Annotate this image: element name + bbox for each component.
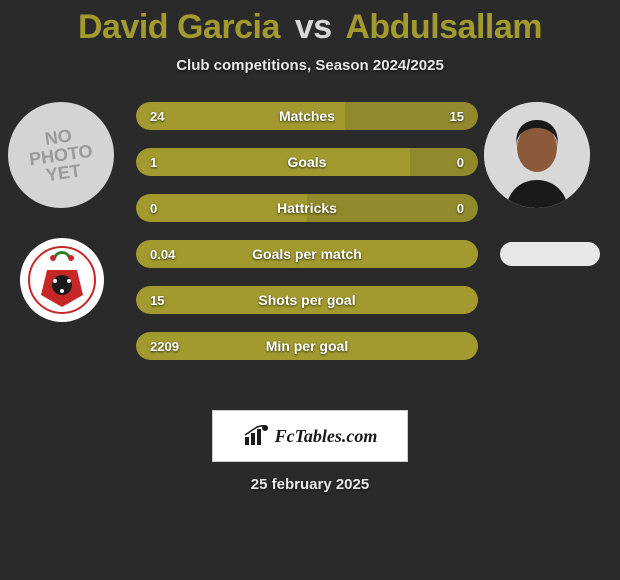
- fctables-icon: [243, 425, 271, 447]
- stat-label: Matches: [136, 102, 478, 130]
- stat-label: Hattricks: [136, 194, 478, 222]
- comparison-body: NO PHOTO YET 2415Matches 10Goals 00Hattric…: [0, 102, 620, 402]
- player2-name: Abdulsallam: [345, 8, 542, 46]
- player1-avatar: NO PHOTO YET: [8, 102, 114, 208]
- subtitle: Club competitions, Season 2024/2025: [0, 57, 620, 74]
- player2-avatar-svg: [484, 102, 590, 208]
- stat-bars-container: 2415Matches 10Goals 00Hattricks 0.04Goals p…: [136, 102, 478, 378]
- stat-row: 0.04Goals per match: [136, 240, 478, 268]
- no-photo-placeholder: NO PHOTO YET: [26, 124, 97, 186]
- stat-row: 2415Matches: [136, 102, 478, 130]
- comparison-title: David Garcia vs Abdulsallam: [0, 0, 620, 47]
- stat-row: 10Goals: [136, 148, 478, 176]
- stat-label: Goals per match: [136, 240, 478, 268]
- footer-date: 25 february 2025: [0, 476, 620, 493]
- stat-label: Goals: [136, 148, 478, 176]
- no-photo-line3: YET: [45, 160, 82, 185]
- player1-club-badge: [20, 238, 104, 322]
- stat-row: 00Hattricks: [136, 194, 478, 222]
- stat-label: Shots per goal: [136, 286, 478, 314]
- club-badge-svg: [27, 245, 97, 315]
- vs-label: vs: [295, 8, 332, 46]
- player2-club-badge: [500, 242, 600, 266]
- fctables-logo: FcTables.com: [212, 410, 408, 462]
- player1-name: David Garcia: [78, 8, 280, 46]
- stat-row: 15Shots per goal: [136, 286, 478, 314]
- stat-label: Min per goal: [136, 332, 478, 360]
- fctables-text: FcTables.com: [275, 426, 378, 447]
- player2-avatar: [484, 102, 590, 208]
- stat-row: 2209Min per goal: [136, 332, 478, 360]
